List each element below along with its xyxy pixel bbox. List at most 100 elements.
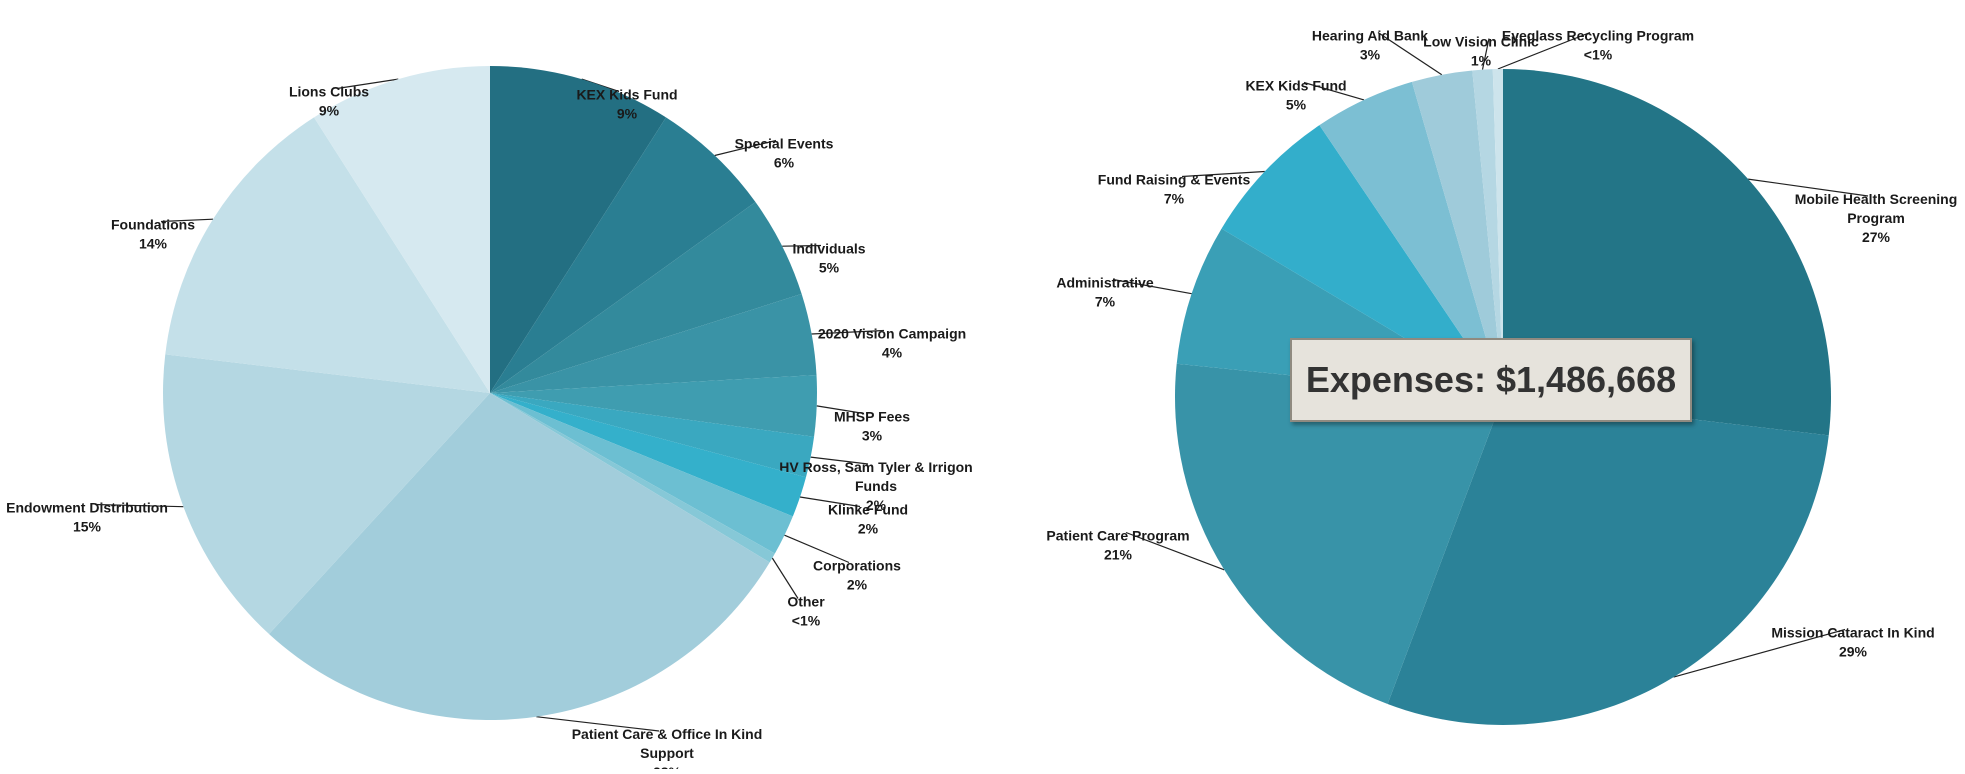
slice-label-administrative: Administrative 7% <box>1056 275 1153 310</box>
slice-percent: 14% <box>139 236 168 252</box>
slice-percent: <1% <box>1584 47 1613 63</box>
slice-label-kex-kids-fund: KEX Kids Fund 5% <box>1245 78 1346 113</box>
slice-percent: 6% <box>774 155 795 171</box>
slice-label-line: Eyeglass Recycling Program <box>1502 28 1694 44</box>
slice-label-line: MHSP Fees <box>834 409 910 425</box>
slice-label-mhsp-fees: MHSP Fees 3% <box>834 409 910 444</box>
pie-slice-patient-care-program <box>1174 363 1503 705</box>
slice-label-line: 2020 Vision Campaign <box>818 326 966 342</box>
slice-percent: 21% <box>1104 547 1133 563</box>
slice-percent: 7% <box>1095 294 1116 310</box>
pie-slice-endowment-distribution <box>163 354 490 635</box>
slice-label-line: Corporations <box>813 558 901 574</box>
slice-label-patient-care-program: Patient Care Program 21% <box>1046 528 1189 563</box>
slice-percent: 3% <box>1360 47 1381 63</box>
slice-percent: 29% <box>1839 644 1868 660</box>
leader-line <box>1481 38 1490 70</box>
leader-line <box>1497 31 1591 70</box>
pie-slice-mission-cataract-in-kind <box>1387 397 1829 725</box>
slice-label-line: Patient Care & Office In Kind <box>572 726 763 742</box>
pie-slice-mhsp-fees <box>490 374 817 437</box>
slice-percent: 1% <box>1471 53 1492 69</box>
leader-line <box>816 405 865 415</box>
slice-percent: 4% <box>882 345 903 361</box>
slice-label-kex-kids-fund: KEX Kids Fund 9% <box>576 87 677 122</box>
slice-label-line: Other <box>787 594 825 610</box>
leader-line <box>336 78 399 90</box>
leader-line <box>1673 628 1846 678</box>
pie-slice-kex-kids-fund <box>490 66 666 393</box>
pie-slice-kex-kids-fund <box>1319 81 1503 398</box>
slice-percent: 3% <box>862 428 883 444</box>
slice-label-fund-raising-events: Fund Raising & Events 7% <box>1098 172 1251 207</box>
slice-label-other: Other <1% <box>787 594 825 629</box>
leader-line <box>536 716 660 732</box>
pie-slice-special-events <box>490 117 756 394</box>
slice-label-line: Mobile Health Screening <box>1795 191 1958 207</box>
slice-label-lions-clubs: Lions Clubs 9% <box>289 84 369 119</box>
slice-label-2020-vision-campaign: 2020 Vision Campaign 4% <box>818 326 966 361</box>
pie-slice-patient-care-office-in-kind-support <box>269 393 770 720</box>
pie-slice-hv-ross-sam-tyler-irrigon-funds <box>490 393 815 478</box>
slice-label-line: Lions Clubs <box>289 84 369 100</box>
pie-slice-individuals <box>490 202 802 393</box>
slice-percent: 27% <box>1862 229 1891 245</box>
slice-percent: 9% <box>617 106 638 122</box>
slice-label-line: Special Events <box>735 136 834 152</box>
slice-label-line: Mission Cataract In Kind <box>1771 625 1934 641</box>
slice-label-line: Patient Care Program <box>1046 528 1189 544</box>
slice-label-line: Support <box>640 745 694 761</box>
slice-label-line: HV Ross, Sam Tyler & Irrigon <box>779 459 972 475</box>
slice-label-endowment-distribution: Endowment Distribution 15% <box>6 500 168 535</box>
pie-slice-klinke-fund <box>490 393 806 517</box>
slice-label-line: Program <box>1847 210 1905 226</box>
pie-slice-corporations <box>490 393 793 554</box>
leader-line <box>782 244 822 247</box>
leader-line <box>94 503 184 508</box>
pie-slice-other <box>490 393 775 563</box>
expenses-total-callout: Expenses: $1,486,668 <box>1290 338 1692 422</box>
slice-percent: 9% <box>319 103 340 119</box>
leader-line <box>1181 170 1265 178</box>
leader-line <box>811 329 885 335</box>
slice-label-klinke-fund: Klinke Fund 2% <box>828 502 908 537</box>
leader-lines <box>94 78 885 732</box>
slice-label-hearing-aid-bank: Hearing Aid Bank 3% <box>1312 28 1428 63</box>
leader-line <box>771 557 799 599</box>
slice-label-eyeglass-recycling-program: Eyeglass Recycling Program <1% <box>1502 28 1694 63</box>
slice-label-special-events: Special Events 6% <box>735 136 834 171</box>
pie-slice-lions-clubs <box>314 65 490 393</box>
slice-percent: <1% <box>792 613 821 629</box>
slice-label-line: Low Vision Clinic <box>1423 34 1539 50</box>
leader-line <box>1303 81 1365 101</box>
slice-percent: 15% <box>73 519 102 535</box>
slice-label-mobile-health-screening-program: Mobile Health Screening Program 27% <box>1795 191 1958 245</box>
pie-slice-2020-vision-campaign <box>490 293 817 393</box>
slice-label-hv-ross-sam-tyler-irrigon-funds: HV Ross, Sam Tyler & Irrigon Funds 2% <box>779 459 972 513</box>
leader-line <box>810 456 869 465</box>
leader-line <box>799 496 861 508</box>
slice-percent: 28% <box>653 764 682 769</box>
slice-label-line: KEX Kids Fund <box>1245 78 1346 94</box>
leader-line <box>1112 278 1192 295</box>
slice-percent: 5% <box>1286 97 1307 113</box>
pie-slice-low-vision-clinic <box>1472 69 1503 397</box>
slice-percent: 2% <box>858 521 879 537</box>
leader-line <box>160 218 214 223</box>
slice-label-foundations: Foundations 14% <box>111 217 195 252</box>
leader-lines <box>1112 31 1869 678</box>
slice-label-corporations: Corporations 2% <box>813 558 901 593</box>
pie-slice-foundations <box>165 117 491 394</box>
slice-label-line: Hearing Aid Bank <box>1312 28 1428 44</box>
leader-line <box>1377 31 1443 76</box>
slice-label-mission-cataract-in-kind: Mission Cataract In Kind 29% <box>1771 625 1934 660</box>
slice-label-line: Administrative <box>1056 275 1153 291</box>
slice-label-line: Endowment Distribution <box>6 500 168 516</box>
slice-label-individuals: Individuals 5% <box>792 241 865 276</box>
leader-line <box>1748 178 1869 197</box>
leader-line <box>784 534 850 564</box>
slice-percent: 2% <box>866 497 887 513</box>
pie-slice-fund-raising-events <box>1221 125 1503 398</box>
